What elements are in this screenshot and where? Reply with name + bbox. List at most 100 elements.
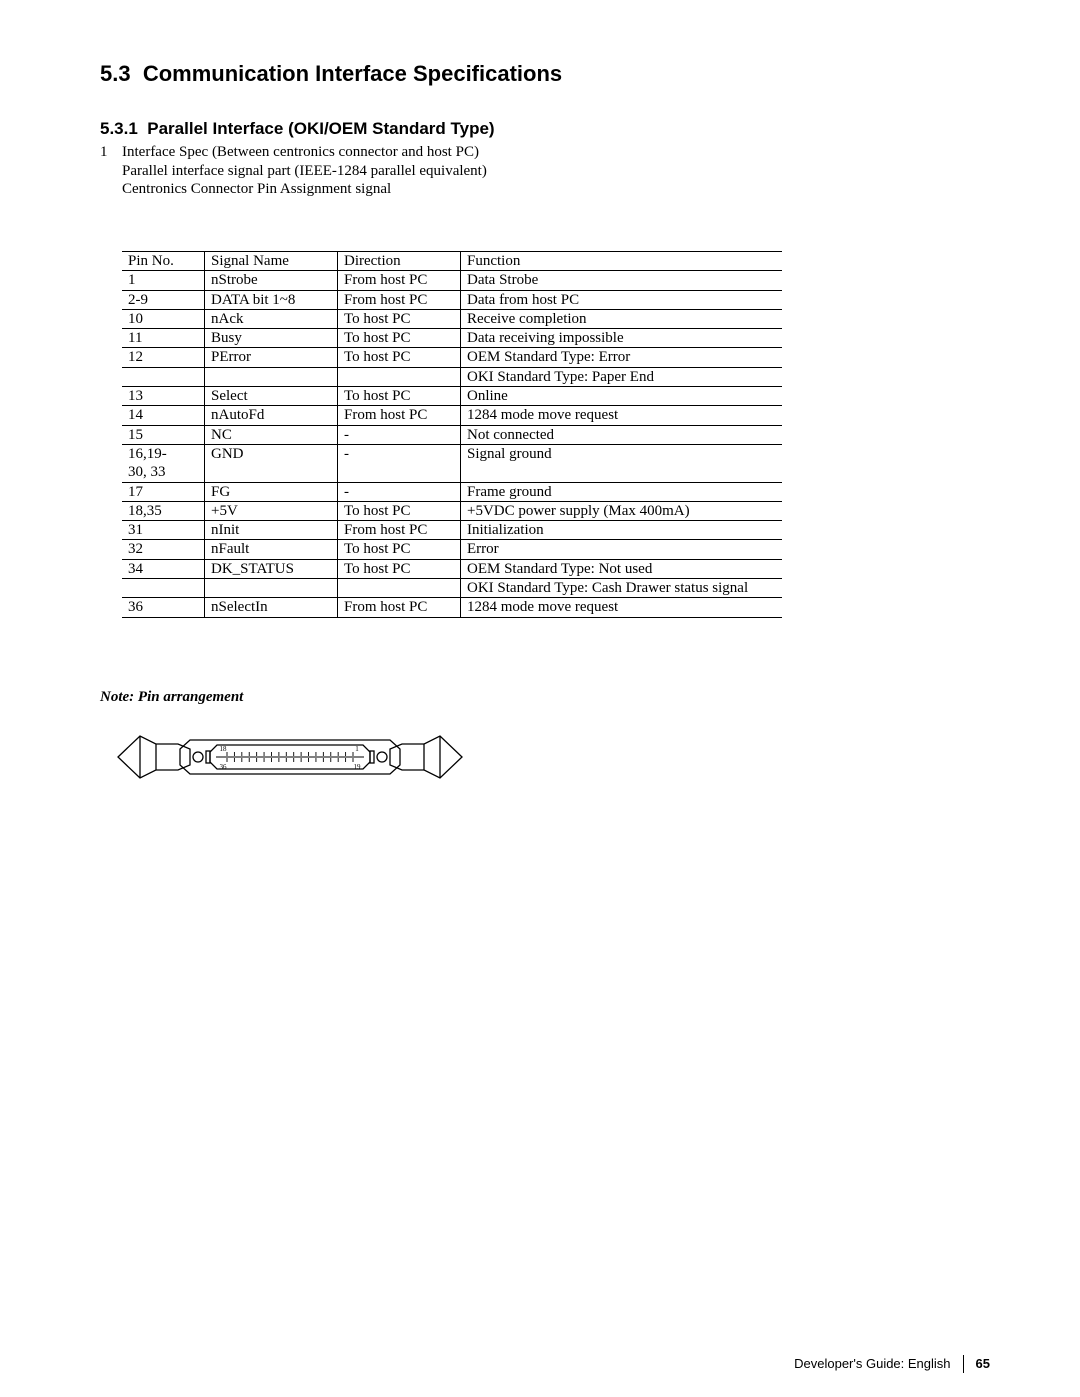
table-cell: Busy	[205, 329, 338, 348]
pin-assignment-table: Pin No.Signal NameDirectionFunction1nStr…	[122, 251, 782, 618]
table-cell: GND	[205, 444, 338, 482]
table-cell: Signal ground	[461, 444, 783, 482]
table-row: 36nSelectInFrom host PC1284 mode move re…	[122, 598, 782, 617]
table-cell: -	[338, 444, 461, 482]
footer-text: Developer's Guide: English	[794, 1356, 950, 1372]
footer-page-number: 65	[976, 1356, 990, 1372]
table-cell: DATA bit 1~8	[205, 290, 338, 309]
footer-divider	[963, 1355, 964, 1373]
table-cell: -	[338, 482, 461, 501]
table-cell: 1284 mode move request	[461, 598, 783, 617]
table-cell: OKI Standard Type: Cash Drawer status si…	[461, 579, 783, 598]
table-cell: nFault	[205, 540, 338, 559]
table-row: 17FG-Frame ground	[122, 482, 782, 501]
table-cell: nAck	[205, 309, 338, 328]
table-cell: To host PC	[338, 348, 461, 367]
table-cell: To host PC	[338, 387, 461, 406]
table-row: 12PErrorTo host PCOEM Standard Type: Err…	[122, 348, 782, 367]
table-cell: Data from host PC	[461, 290, 783, 309]
table-cell	[205, 367, 338, 386]
table-cell	[338, 367, 461, 386]
connector-label-19: 19	[354, 763, 362, 771]
section-number: 5.3	[100, 61, 131, 86]
page-footer: Developer's Guide: English 65	[794, 1355, 990, 1373]
centronics-connector-icon: 18 1 36 19	[100, 722, 480, 792]
intro-line-2: Parallel interface signal part (IEEE-128…	[122, 162, 990, 181]
table-cell: To host PC	[338, 501, 461, 520]
table-cell: From host PC	[338, 598, 461, 617]
table-cell: nInit	[205, 521, 338, 540]
table-header-cell: Function	[461, 252, 783, 271]
table-cell: DK_STATUS	[205, 559, 338, 578]
table-cell: Data Strobe	[461, 271, 783, 290]
section-heading: 5.3 Communication Interface Specificatio…	[100, 60, 990, 88]
table-cell: Select	[205, 387, 338, 406]
pin-arrangement-note: Note: Pin arrangement	[100, 688, 990, 707]
table-row: OKI Standard Type: Paper End	[122, 367, 782, 386]
table-cell: To host PC	[338, 540, 461, 559]
table-cell: 16,19-30, 33	[122, 444, 205, 482]
table-cell: 1284 mode move request	[461, 406, 783, 425]
table-cell: From host PC	[338, 271, 461, 290]
table-cell: 32	[122, 540, 205, 559]
table-cell: OEM Standard Type: Not used	[461, 559, 783, 578]
table-row: 18,35+5VTo host PC+5VDC power supply (Ma…	[122, 501, 782, 520]
table-cell: Online	[461, 387, 783, 406]
table-cell: Receive completion	[461, 309, 783, 328]
table-header-cell: Signal Name	[205, 252, 338, 271]
subsection-heading: 5.3.1 Parallel Interface (OKI/OEM Standa…	[100, 118, 990, 139]
table-header-cell: Direction	[338, 252, 461, 271]
table-cell	[122, 579, 205, 598]
connector-label-1: 1	[355, 745, 359, 753]
table-cell: To host PC	[338, 329, 461, 348]
table-cell: 17	[122, 482, 205, 501]
table-cell: To host PC	[338, 559, 461, 578]
table-row: 1nStrobeFrom host PCData Strobe	[122, 271, 782, 290]
table-cell: 2-9	[122, 290, 205, 309]
table-row: 2-9DATA bit 1~8From host PCData from hos…	[122, 290, 782, 309]
intro-line-1: Interface Spec (Between centronics conne…	[122, 143, 479, 162]
table-cell: From host PC	[338, 521, 461, 540]
table-cell: 10	[122, 309, 205, 328]
table-cell: 15	[122, 425, 205, 444]
table-cell: OKI Standard Type: Paper End	[461, 367, 783, 386]
table-cell: nStrobe	[205, 271, 338, 290]
table-row: 15NC-Not connected	[122, 425, 782, 444]
table-cell: NC	[205, 425, 338, 444]
table-cell: OEM Standard Type: Error	[461, 348, 783, 367]
table-cell: Initialization	[461, 521, 783, 540]
table-cell: From host PC	[338, 406, 461, 425]
connector-label-18: 18	[220, 745, 228, 753]
table-cell: 18,35	[122, 501, 205, 520]
table-row: 11BusyTo host PCData receiving impossibl…	[122, 329, 782, 348]
subsection-number: 5.3.1	[100, 119, 138, 138]
table-cell: 34	[122, 559, 205, 578]
table-row: 31nInitFrom host PCInitialization	[122, 521, 782, 540]
connector-label-36: 36	[220, 763, 228, 771]
table-row: OKI Standard Type: Cash Drawer status si…	[122, 579, 782, 598]
table-cell	[122, 367, 205, 386]
table-cell: Frame ground	[461, 482, 783, 501]
table-cell: Not connected	[461, 425, 783, 444]
table-cell: From host PC	[338, 290, 461, 309]
table-cell: +5V	[205, 501, 338, 520]
table-cell: 11	[122, 329, 205, 348]
table-cell	[205, 579, 338, 598]
table-cell: 31	[122, 521, 205, 540]
table-cell: PError	[205, 348, 338, 367]
table-row: 34DK_STATUSTo host PCOEM Standard Type: …	[122, 559, 782, 578]
table-cell: Data receiving impossible	[461, 329, 783, 348]
table-cell: To host PC	[338, 309, 461, 328]
table-row: 16,19-30, 33GND-Signal ground	[122, 444, 782, 482]
table-header-row: Pin No.Signal NameDirectionFunction	[122, 252, 782, 271]
table-row: 14nAutoFdFrom host PC1284 mode move requ…	[122, 406, 782, 425]
table-cell: nSelectIn	[205, 598, 338, 617]
subsection-title: Parallel Interface (OKI/OEM Standard Typ…	[147, 119, 494, 138]
table-cell: Error	[461, 540, 783, 559]
table-cell: FG	[205, 482, 338, 501]
table-cell: nAutoFd	[205, 406, 338, 425]
table-cell: 12	[122, 348, 205, 367]
intro-line-3: Centronics Connector Pin Assignment sign…	[122, 180, 990, 199]
table-header-cell: Pin No.	[122, 252, 205, 271]
table-cell: 13	[122, 387, 205, 406]
